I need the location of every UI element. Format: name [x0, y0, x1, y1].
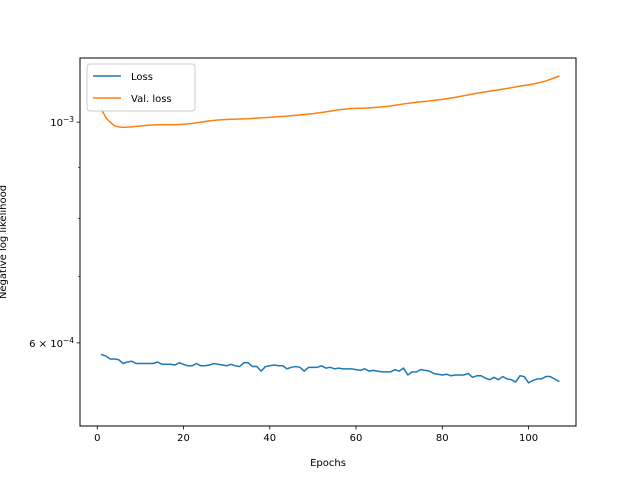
x-tick-label: 60	[350, 433, 363, 444]
x-tick-label: 100	[519, 433, 538, 444]
legend-label-0: Loss	[131, 72, 153, 83]
x-axis-label: Epochs	[310, 458, 346, 469]
series-layer	[100, 75, 560, 384]
x-tick-label: 80	[436, 433, 449, 444]
series-line-1	[100, 75, 560, 129]
plot-area-frame	[79, 57, 577, 427]
legend-label-1: Val. loss	[131, 94, 172, 105]
x-tick-label: 40	[263, 433, 276, 444]
tick-layer: 0 20 40 60 80 100 10−3 6 × 10−4	[29, 115, 538, 444]
x-tick-label: 0	[94, 433, 100, 444]
y-tick-label: 6 × 10−4	[29, 336, 74, 350]
x-tick-label: 20	[177, 433, 190, 444]
series-line-0	[100, 353, 560, 384]
y-axis-label: Negative log likelihood	[0, 185, 9, 299]
y-tick-label: 10−3	[50, 115, 74, 129]
legend: Loss Val. loss	[86, 63, 196, 112]
